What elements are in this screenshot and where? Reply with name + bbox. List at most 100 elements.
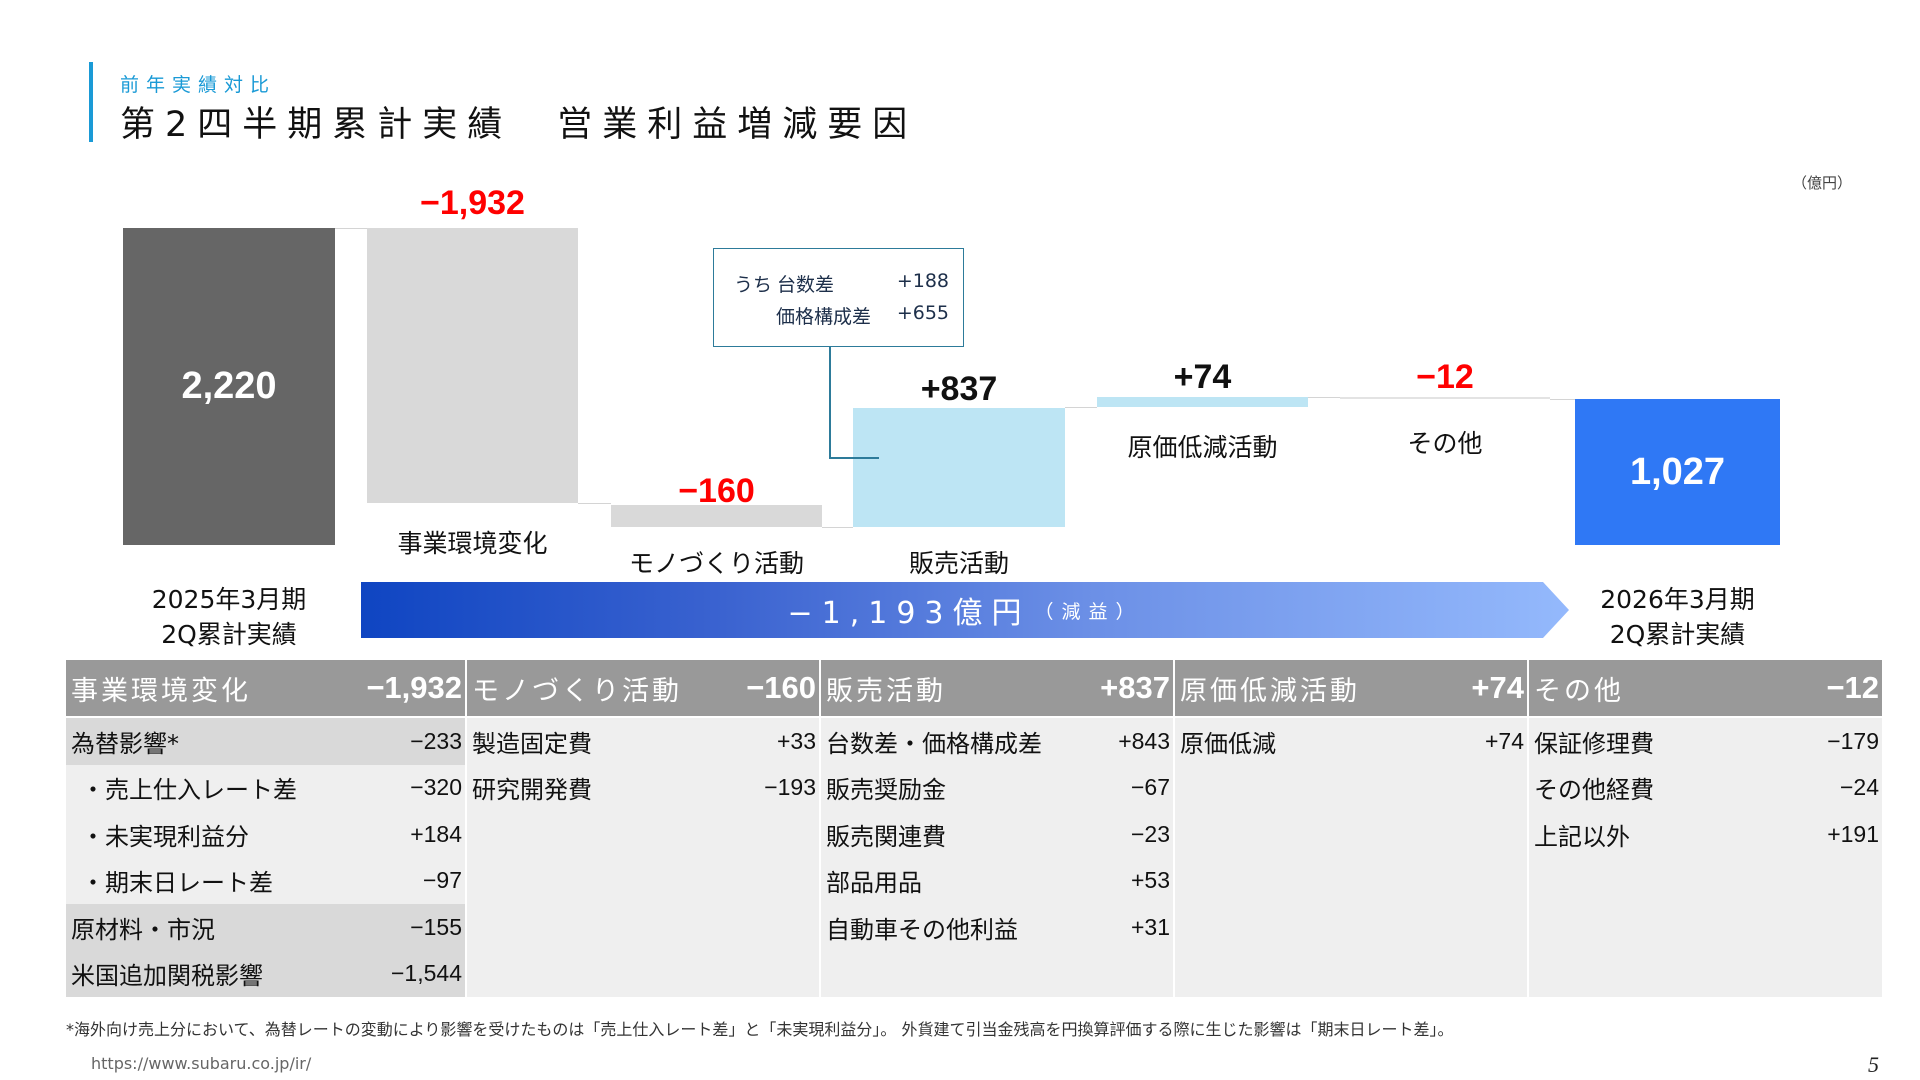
table-row: 研究開発費 −193 — [467, 765, 819, 812]
table-column-other: その他 −12 保証修理費 −179 その他経費 −24 上記以外 +191 — [1529, 660, 1882, 997]
connector-line — [822, 527, 853, 528]
row-value: +53 — [1130, 867, 1170, 894]
breakdown-table: 事業環境変化 −1,932 為替影響* −233 ・売上仕入レート差 −320 ・未… — [66, 660, 1882, 997]
bar-category-label: 販売活動 — [908, 549, 1009, 578]
table-row: ・売上仕入レート差 −320 — [66, 765, 465, 812]
connector-line — [1550, 399, 1575, 400]
table-column-header: 事業環境変化 −1,932 — [66, 660, 465, 718]
end-period-line2: 2Q累計実績 — [1609, 620, 1746, 649]
row-label: 販売奨励金 — [826, 776, 946, 805]
bar-delta-other — [1340, 397, 1550, 399]
start-period-line1: 2025年3月期 — [151, 585, 307, 614]
column-title: 事業環境変化 — [71, 675, 251, 707]
row-label: その他経費 — [1534, 776, 1654, 805]
bar-value-label: +74 — [1173, 358, 1232, 396]
table-row: 台数差・価格構成差 +843 — [821, 718, 1173, 765]
bar-value-label: −12 — [1416, 358, 1474, 396]
table-column-sales: 販売活動 +837 台数差・価格構成差 +843 販売奨励金 −67 販売関連費 −2… — [821, 660, 1175, 997]
page-title: 第2四半期累計実績 営業利益増減要因 — [120, 105, 918, 145]
column-title: 販売活動 — [826, 675, 946, 707]
table-row: ・期末日レート差 −97 — [66, 858, 465, 905]
connector-line — [335, 228, 367, 229]
column-title: モノづくり活動 — [472, 675, 682, 707]
table-column-cost-reduction: 原価低減活動 +74 原価低減 +74 — [1175, 660, 1529, 997]
callout-leader-line — [829, 347, 831, 458]
row-label: 為替影響* — [71, 729, 179, 758]
row-label: 研究開発費 — [472, 776, 592, 805]
table-row: 販売奨励金 −67 — [821, 765, 1173, 812]
callout-prefix: うち — [734, 274, 773, 296]
title-accent-bar — [89, 62, 93, 142]
row-value: −97 — [422, 867, 462, 894]
table-row: 原材料・市況 −155 — [66, 904, 465, 951]
table-row: 原価低減 +74 — [1175, 718, 1527, 765]
footnote: *海外向け売上分において、為替レートの変動により影響を受けたものは「売上仕入レー… — [66, 1020, 1454, 1039]
table-column-header: 販売活動 +837 — [821, 660, 1173, 718]
row-value: −193 — [764, 774, 816, 801]
footer-url-link[interactable]: https://www.subaru.co.jp/ir/ — [91, 1054, 312, 1073]
bar-delta-monozukuri — [611, 505, 822, 527]
table-row: 米国追加関税影響 −1,544 — [66, 950, 465, 997]
row-value: +191 — [1827, 820, 1879, 847]
row-value: −179 — [1827, 727, 1879, 754]
row-value: −233 — [410, 727, 462, 754]
table-row: 販売関連費 −23 — [821, 811, 1173, 858]
table-column-monozukuri: モノづくり活動 −160 製造固定費 +33 研究開発費 −193 — [467, 660, 821, 997]
callout-label: 価格構成差 — [776, 306, 872, 328]
end-period-label: 2026年3月期 2Q累計実績 — [1575, 582, 1780, 652]
connector-line — [578, 503, 611, 504]
summary-arrow: −1,193億円 （減益） — [361, 582, 1569, 638]
bar-category-label: 原価低減活動 — [1127, 433, 1278, 462]
row-label: ・未実現利益分 — [81, 822, 249, 851]
row-value: −24 — [1839, 774, 1879, 801]
bar-end-value: 1,027 — [1629, 450, 1726, 493]
bar-start-value: 2,220 — [181, 365, 277, 407]
bar-delta-cost-reduction — [1097, 397, 1308, 407]
bar-category-label: その他 — [1407, 429, 1483, 458]
row-label: 米国追加関税影響 — [71, 962, 263, 991]
column-total: −12 — [1826, 670, 1879, 705]
column-total: −160 — [746, 670, 816, 705]
row-value: +33 — [776, 727, 816, 754]
row-value: −320 — [410, 774, 462, 801]
bar-delta-business-env — [367, 228, 578, 503]
row-label: 販売関連費 — [826, 822, 946, 851]
table-row: 為替影響* −233 — [66, 718, 465, 765]
bar-value-label: −160 — [678, 472, 755, 510]
table-row: 部品用品 +53 — [821, 858, 1173, 905]
table-column-business-env: 事業環境変化 −1,932 為替影響* −233 ・売上仕入レート差 −320 ・未… — [66, 660, 467, 997]
row-value: −155 — [410, 913, 462, 940]
summary-arrow-value: −1,193億円 — [787, 596, 1031, 631]
column-total: +74 — [1471, 670, 1524, 705]
unit-label: （億円） — [1792, 174, 1853, 192]
sales-breakdown-callout: うち 台数差 +188 価格構成差 +655 — [713, 248, 964, 347]
table-row: 製造固定費 +33 — [467, 718, 819, 765]
table-row: 自動車その他利益 +31 — [821, 904, 1173, 951]
row-label: ・期末日レート差 — [81, 869, 273, 898]
table-column-header: その他 −12 — [1529, 660, 1882, 718]
row-label: 部品用品 — [826, 869, 922, 898]
row-value: −67 — [1130, 774, 1170, 801]
callout-label: 台数差 — [777, 274, 835, 296]
column-title: 原価低減活動 — [1180, 675, 1360, 707]
table-row: ・未実現利益分 +184 — [66, 811, 465, 858]
callout-value: +655 — [896, 302, 949, 324]
row-label: ・売上仕入レート差 — [81, 776, 297, 805]
table-column-header: モノづくり活動 −160 — [467, 660, 819, 718]
start-period-line2: 2Q累計実績 — [161, 620, 297, 649]
column-title: その他 — [1534, 675, 1624, 707]
column-total: +837 — [1100, 670, 1170, 705]
table-row: 保証修理費 −179 — [1529, 718, 1882, 765]
row-label: 自動車その他利益 — [826, 915, 1018, 944]
page-subtitle: 前年実績対比 — [120, 74, 277, 96]
column-total: −1,932 — [366, 670, 462, 705]
row-value: −1,544 — [391, 960, 462, 987]
table-row: 上記以外 +191 — [1529, 811, 1882, 858]
row-value: +184 — [410, 820, 462, 847]
row-value: +843 — [1118, 727, 1170, 754]
bar-delta-sales — [853, 408, 1065, 527]
row-label: 製造固定費 — [472, 729, 592, 758]
row-value: −23 — [1130, 820, 1170, 847]
row-value: +74 — [1484, 727, 1524, 754]
row-label: 保証修理費 — [1534, 729, 1654, 758]
